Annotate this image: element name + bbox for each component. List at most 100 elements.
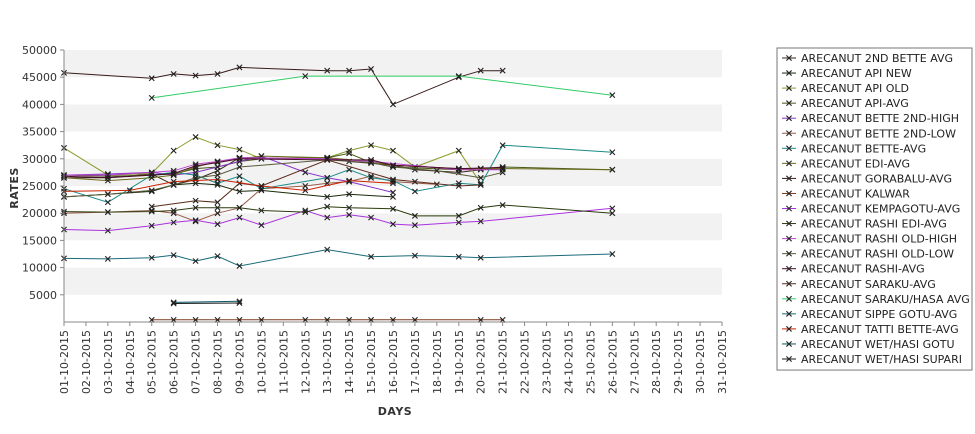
data-point (411, 252, 418, 259)
x-tick-label: 07-10-2015 (190, 330, 203, 394)
data-point (148, 187, 155, 194)
legend: ARECANUT 2ND BETTE AVG ARECANUT API NEW AR… (776, 47, 973, 371)
data-point (192, 180, 199, 187)
legend-item: ARECANUT EDI-AVG (782, 157, 910, 170)
grid-band (64, 77, 722, 105)
legend-label: ARECANUT 2ND BETTE AVG (801, 52, 953, 65)
data-point (390, 221, 396, 228)
y-tick-label: 30000 (22, 153, 57, 166)
data-point (346, 166, 353, 173)
x-tick-label: 20-10-2015 (475, 330, 488, 394)
data-point (236, 163, 243, 170)
data-point (455, 147, 462, 154)
legend-label: ARECANUT API OLD (801, 82, 909, 95)
legend-item: ARECANUT API OLD (782, 82, 909, 95)
data-point (433, 181, 440, 188)
data-point (368, 156, 375, 163)
data-point (324, 214, 331, 221)
legend-label: ARECANUT SIPPE GOTU-AVG (801, 308, 957, 321)
legend-item: ARECANUT WET/HASI SUPARI (782, 353, 962, 366)
data-point (411, 212, 418, 219)
legend-item: ARECANUT SIPPE GOTU-AVG (782, 308, 957, 321)
data-point (499, 142, 506, 149)
grid-band (64, 104, 722, 132)
legend-marker (786, 325, 792, 332)
legend-marker (786, 235, 792, 242)
y-tick-label: 35000 (22, 126, 57, 139)
legend-label: ARECANUT SARAKU-AVG (801, 278, 936, 291)
grid-band (64, 267, 722, 295)
data-point (455, 166, 462, 173)
data-point (170, 252, 177, 259)
data-point (214, 142, 221, 149)
data-point (192, 218, 199, 225)
data-point (324, 67, 331, 74)
data-point (214, 163, 221, 170)
legend-marker (786, 310, 792, 317)
data-point (192, 162, 199, 169)
data-point (368, 253, 375, 260)
x-tick-label: 04-10-2015 (124, 330, 137, 394)
legend-label: ARECANUT API-AVG (801, 97, 909, 110)
series-18 (61, 176, 396, 195)
data-point (214, 172, 221, 179)
data-point (324, 174, 331, 181)
x-tick-label: 09-10-2015 (233, 330, 246, 394)
series-17 (61, 246, 616, 269)
legend-item: ARECANUT BETTE 2ND-HIGH (782, 112, 959, 125)
data-point (324, 156, 331, 163)
data-point (170, 70, 177, 77)
legend-label: ARECANUT BETTE 2ND-HIGH (801, 112, 959, 125)
data-point (192, 174, 199, 181)
legend-marker (786, 130, 792, 137)
data-point (455, 212, 462, 219)
y-ticks: 5000 10000 15000 20000 25000 30000 35000 40000 4… (22, 44, 64, 302)
legend-marker (786, 175, 792, 182)
data-point (214, 221, 221, 228)
series-19 (170, 298, 243, 306)
legend-item: ARECANUT KEMPAGOTU-AVG (782, 203, 960, 216)
legend-marker (786, 340, 792, 347)
data-point (433, 167, 440, 174)
data-point (258, 207, 265, 214)
series-line (173, 302, 240, 304)
data-point (236, 188, 243, 195)
legend-label: ARECANUT RASHI OLD-LOW (801, 248, 954, 261)
legend-item: ARECANUT BETTE 2ND-LOW (782, 127, 956, 140)
series-line (63, 158, 503, 179)
x-tick-label: 01-10-2015 (58, 330, 71, 394)
series-6 (61, 142, 616, 206)
data-point (368, 214, 375, 221)
x-axis-title: DAYS (378, 405, 412, 418)
data-point (609, 210, 616, 217)
data-point (258, 222, 265, 229)
legend-marker (786, 356, 792, 362)
legend-label: ARECANUT SARAKU/HASA AVG (801, 293, 970, 306)
y-tick-label: 10000 (22, 262, 57, 275)
data-point (236, 262, 243, 269)
data-point (499, 67, 506, 74)
data-point (148, 203, 155, 210)
legend-marker (786, 220, 792, 227)
data-point (104, 209, 111, 216)
data-point (477, 204, 484, 211)
grid-bands (64, 50, 722, 322)
data-point (148, 222, 155, 229)
series-line (151, 75, 613, 99)
legend-marker (786, 280, 792, 287)
x-tick-label: 08-10-2015 (212, 330, 225, 394)
data-point (609, 149, 616, 156)
data-point (236, 146, 243, 153)
legend-item: ARECANUT SARAKU-AVG (782, 278, 936, 291)
data-point (455, 253, 462, 260)
data-point (390, 147, 396, 154)
series-line (151, 159, 481, 208)
data-point (170, 299, 177, 306)
data-point (368, 66, 375, 73)
data-point (411, 178, 418, 185)
legend-marker (786, 145, 792, 152)
grid-band (64, 294, 722, 322)
data-point (148, 75, 155, 82)
data-point (170, 170, 177, 177)
